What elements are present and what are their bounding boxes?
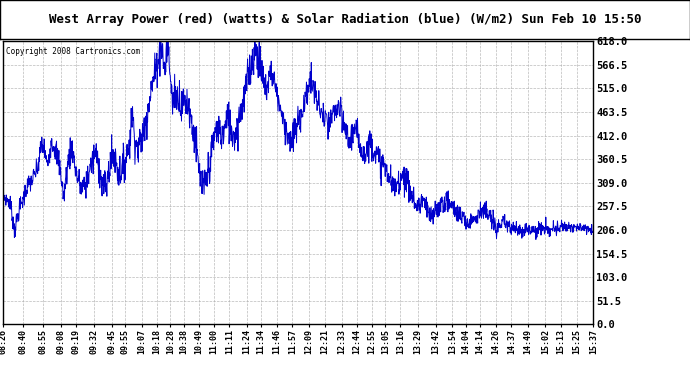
Text: West Array Power (red) (watts) & Solar Radiation (blue) (W/m2) Sun Feb 10 15:50: West Array Power (red) (watts) & Solar R… [49,13,641,26]
Text: Copyright 2008 Cartronics.com: Copyright 2008 Cartronics.com [6,47,141,56]
